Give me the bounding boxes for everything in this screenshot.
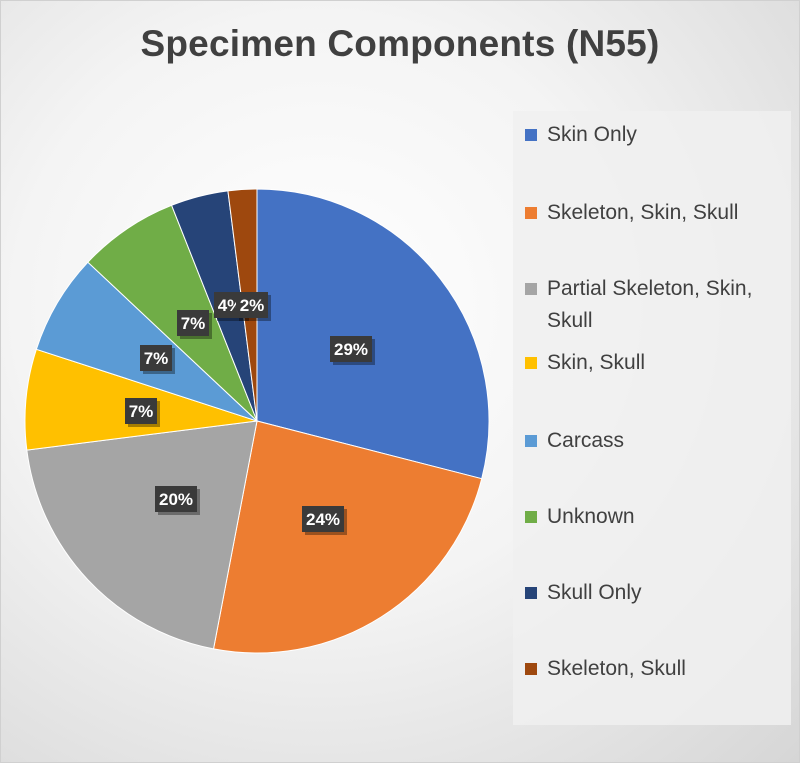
- data-label-text: 20%: [159, 490, 193, 509]
- data-label-box: [125, 398, 157, 424]
- legend-item: Partial Skeleton, Skin, Skull: [525, 273, 787, 337]
- legend-label: Unknown: [547, 505, 635, 528]
- legend-label: Skin Only: [547, 123, 637, 146]
- legend-item: Skin, Skull: [525, 347, 787, 379]
- legend-label: Skeleton, Skull: [547, 657, 686, 680]
- pie-slices: [24, 188, 490, 654]
- legend-swatch: [525, 663, 537, 675]
- legend-item: Skull Only: [525, 577, 787, 609]
- legend-item: Skeleton, Skull: [525, 653, 787, 685]
- pie-slice-2: [212, 420, 483, 654]
- data-label-8: 2%: [236, 292, 271, 321]
- pie-slice-3: [26, 420, 258, 650]
- legend-label: Partial Skeleton, Skin, Skull: [547, 277, 753, 332]
- pie-slice-1: [256, 188, 490, 480]
- legend-swatch: [525, 129, 537, 141]
- chart-title: Specimen Components (N55): [140, 23, 660, 64]
- legend-item: Skeleton, Skin, Skull: [525, 197, 787, 229]
- legend-swatch: [525, 435, 537, 447]
- data-label-2: 24%: [302, 506, 347, 535]
- data-label-box: [330, 336, 372, 362]
- legend-swatch: [525, 283, 537, 295]
- legend-item: Unknown: [525, 501, 787, 533]
- data-label-box: [236, 292, 268, 318]
- data-label-text: 7%: [181, 314, 206, 333]
- data-label-text: 24%: [306, 510, 340, 529]
- legend-swatch: [525, 357, 537, 369]
- data-label-text: 7%: [129, 402, 154, 421]
- data-label-1: 29%: [330, 336, 375, 365]
- legend-label: Carcass: [547, 429, 625, 452]
- data-label-6: 7%: [177, 310, 212, 339]
- data-labels: 29%24%20%7%7%7%4%2%: [125, 292, 375, 535]
- legend-label: Skull Only: [547, 581, 642, 604]
- legend: Skin Only Skeleton, Skin, Skull Partial Sk…: [513, 111, 791, 725]
- data-label-text: 7%: [144, 349, 169, 368]
- data-label-text: 29%: [334, 340, 368, 359]
- legend-swatch: [525, 587, 537, 599]
- legend-label: Skin, Skull: [547, 351, 646, 374]
- data-label-box: [155, 486, 197, 512]
- data-label-5: 7%: [140, 345, 175, 374]
- data-label-box: [140, 345, 172, 371]
- legend-swatch: [525, 511, 537, 523]
- data-label-3: 20%: [155, 486, 200, 515]
- data-label-text: 2%: [240, 296, 265, 315]
- legend-item: Skin Only: [525, 119, 787, 151]
- data-label-4: 7%: [125, 398, 160, 427]
- legend-item: Carcass: [525, 425, 787, 457]
- data-label-box: [177, 310, 209, 336]
- legend-label: Skeleton, Skin, Skull: [547, 201, 739, 224]
- legend-swatch: [525, 207, 537, 219]
- data-label-box: [302, 506, 344, 532]
- pie-slice-6: [87, 204, 258, 422]
- pie-slice-5: [35, 261, 258, 422]
